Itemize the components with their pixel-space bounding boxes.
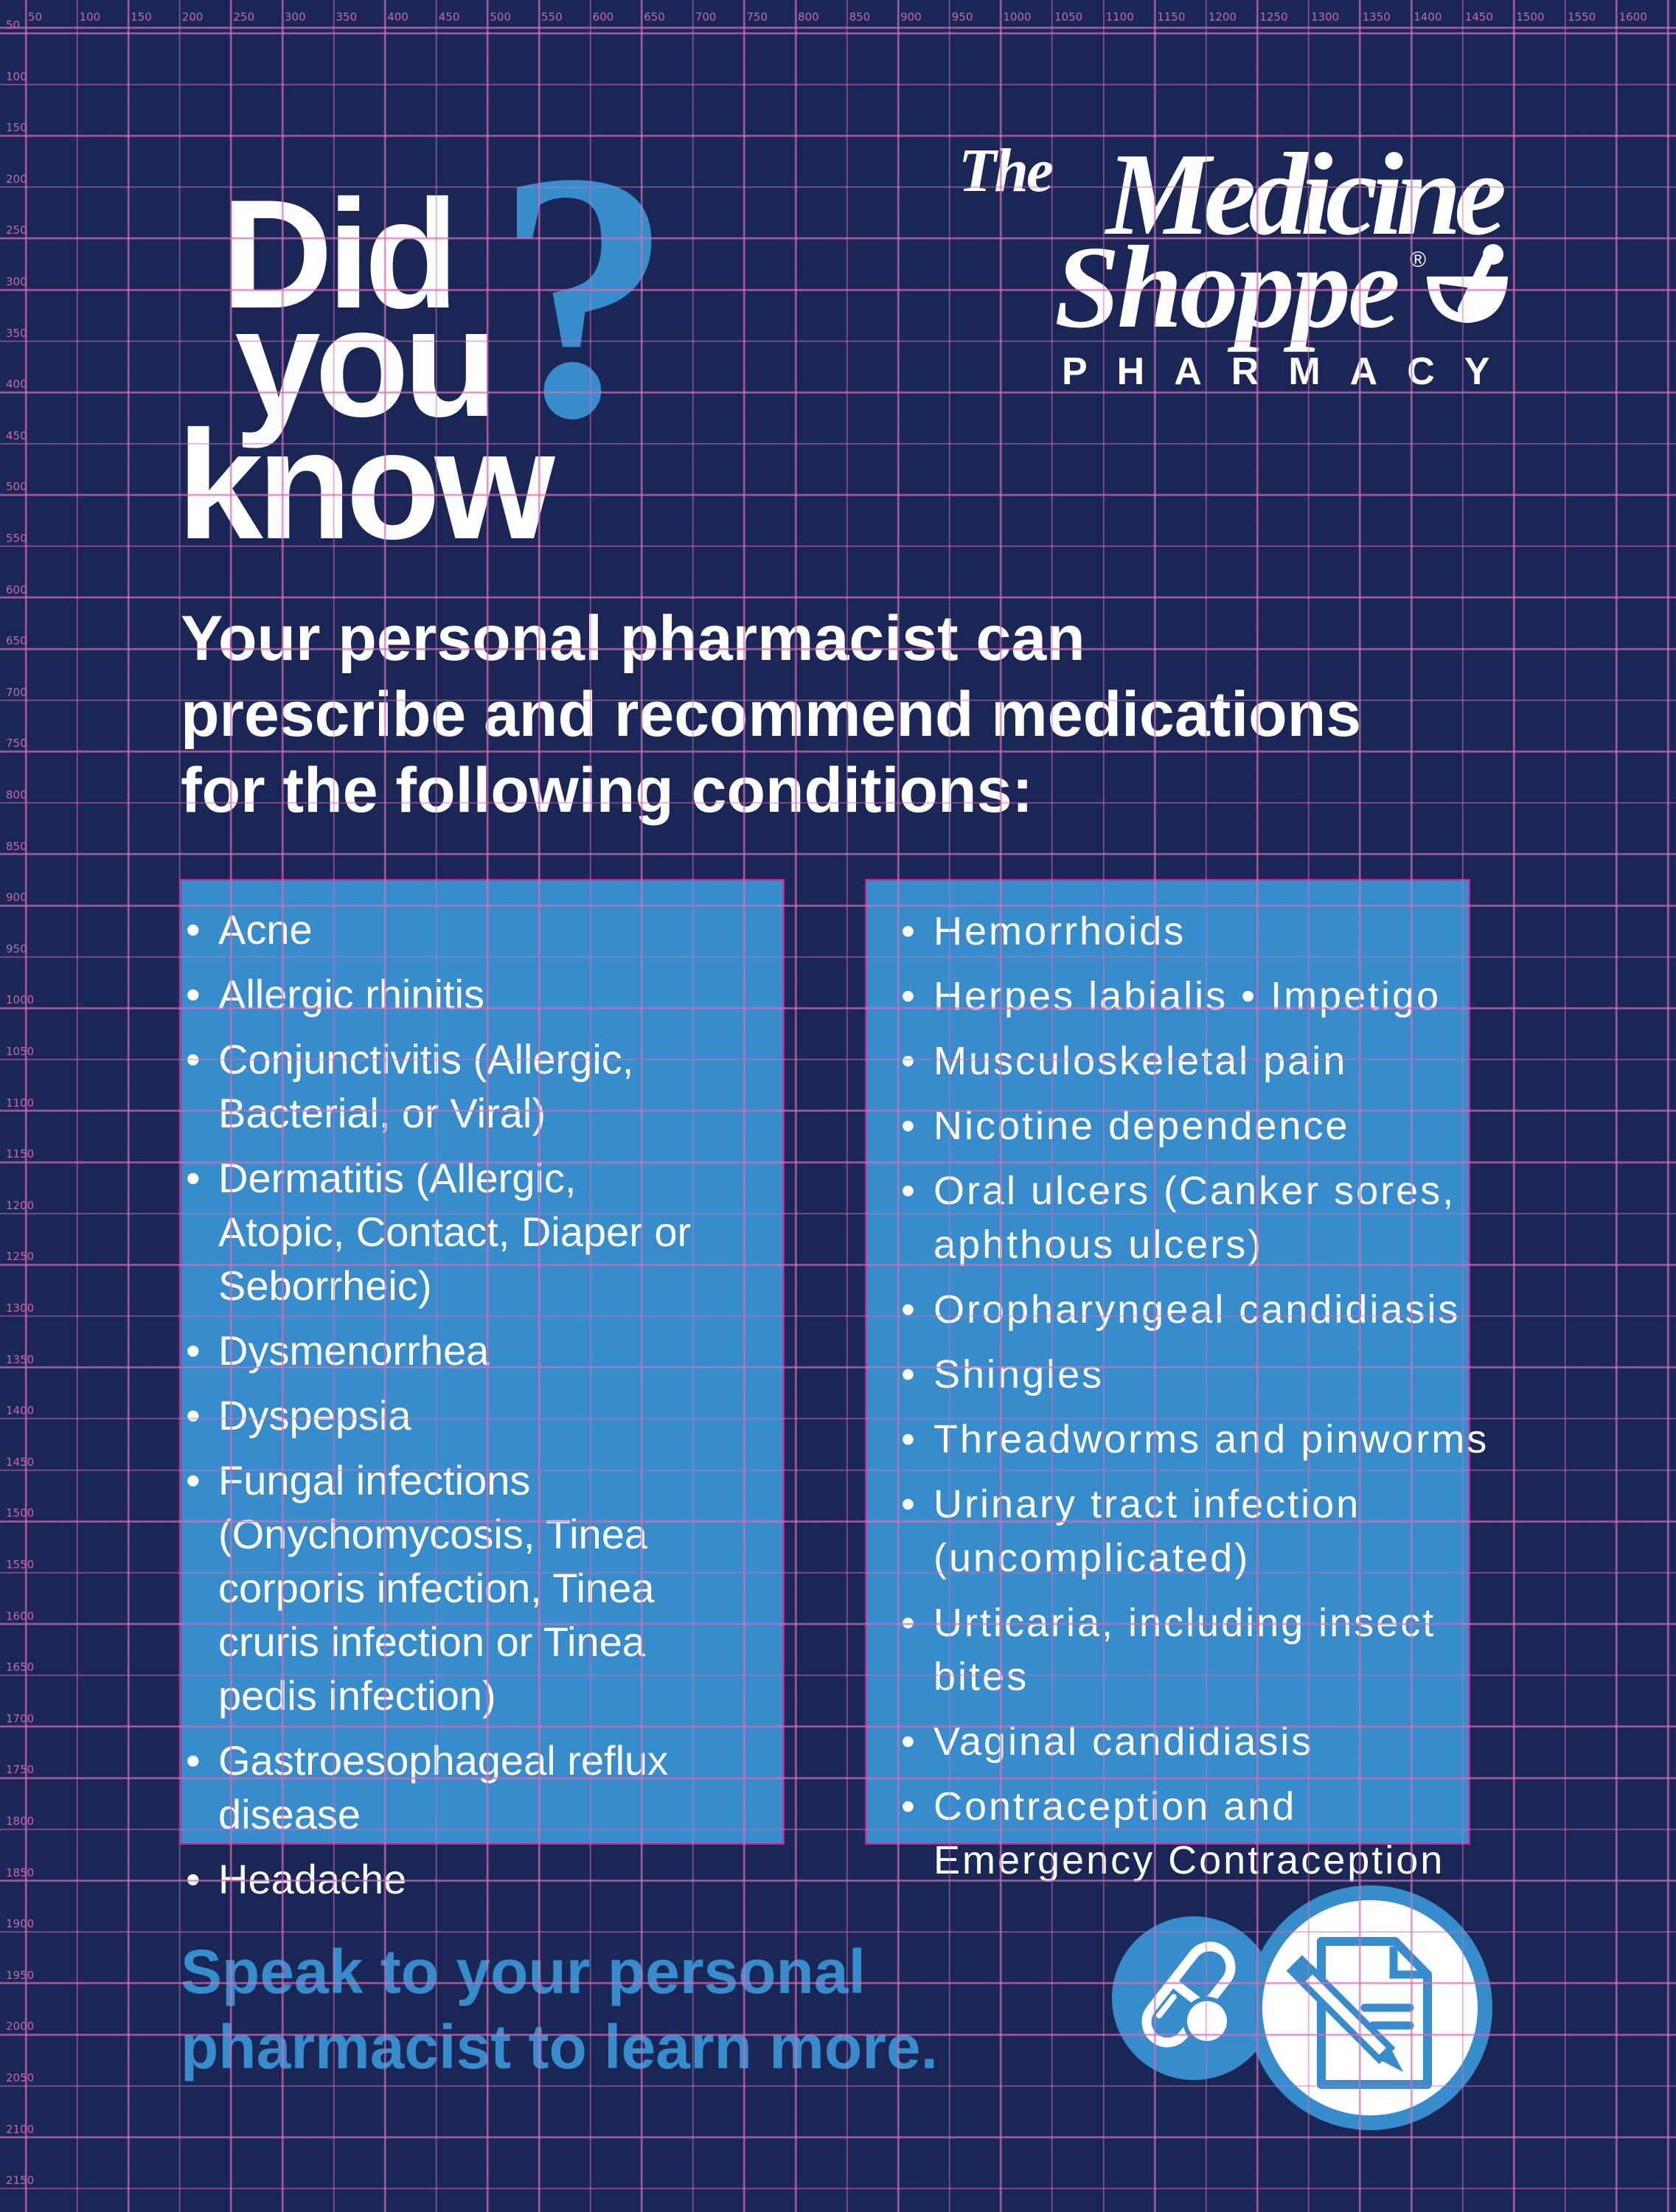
- ruler-label-top: 1100: [1105, 10, 1134, 24]
- ruler-label-top: 1300: [1311, 10, 1340, 24]
- ruler-label-left: 1250: [6, 1250, 35, 1264]
- ruler-label-top: 450: [438, 10, 460, 24]
- ruler-label-left: 2100: [6, 2122, 35, 2136]
- ruler-label-left: 1950: [6, 1968, 35, 1982]
- ruler-label-top: 1350: [1362, 10, 1391, 24]
- ruler-label-left: 1150: [6, 1147, 35, 1161]
- ruler-label-left: 1100: [6, 1096, 35, 1110]
- ruler-label-top: 1600: [1618, 10, 1647, 24]
- ruler-label-left: 900: [6, 891, 27, 905]
- ruler-label-left: 2000: [6, 2020, 35, 2034]
- ruler-label-top: 1400: [1414, 10, 1442, 24]
- ruler-label-left: 1550: [6, 1558, 35, 1571]
- prescription-document-pencil-icon: [1248, 1885, 1492, 2130]
- ruler-label-left: 1850: [6, 1865, 35, 1879]
- ruler-label-top: 150: [131, 10, 152, 24]
- ruler-label-left: 1450: [6, 1455, 35, 1469]
- ruler-label-top: 1550: [1568, 10, 1596, 24]
- ruler-label-top: 850: [849, 10, 871, 24]
- ruler-label-top: 550: [541, 10, 563, 24]
- ruler-label-top: 500: [490, 10, 512, 24]
- ruler-label-left: 1650: [6, 1660, 35, 1674]
- ruler-label-top: 1050: [1054, 10, 1083, 24]
- ruler-label-top: 1000: [1003, 10, 1032, 24]
- ruler-label-left: 1200: [6, 1198, 35, 1212]
- ruler-label-left: 100: [6, 69, 27, 83]
- ruler-label-top: 300: [285, 10, 306, 24]
- ruler-label-top: 350: [335, 10, 358, 24]
- ruler-label-top: 100: [79, 10, 101, 24]
- ruler-label-top: 200: [181, 10, 204, 24]
- ruler-label-left: 750: [6, 737, 27, 751]
- ruler-label-left: 1000: [6, 993, 35, 1007]
- ruler-label-left: 350: [6, 326, 27, 340]
- ruler-label-left: 2050: [6, 2071, 35, 2084]
- ruler-label-left: 1750: [6, 1763, 35, 1777]
- ruler-label-left: 1300: [6, 1301, 35, 1315]
- ruler-label-top: 800: [798, 10, 819, 24]
- ruler-label-left: 650: [6, 634, 27, 648]
- ruler-label-left: 850: [6, 839, 27, 853]
- ruler-label-left: 550: [6, 532, 27, 545]
- ruler-label-left: 50: [6, 18, 21, 32]
- ruler-label-top: 1200: [1208, 10, 1237, 24]
- ruler-label-top: 1250: [1259, 10, 1288, 24]
- ruler-label-left: 600: [6, 582, 27, 597]
- ruler-label-left: 1700: [6, 1711, 35, 1725]
- ruler-label-left: 250: [6, 223, 27, 237]
- ruler-label-left: 2150: [6, 2174, 35, 2188]
- ruler-label-top: 650: [644, 10, 665, 24]
- ruler-label-left: 1800: [6, 1815, 35, 1828]
- ruler-label-left: 400: [6, 378, 27, 392]
- ruler-label-top: 400: [387, 10, 408, 24]
- ruler-label-left: 950: [6, 942, 27, 956]
- ruler-label-top: 1500: [1516, 10, 1545, 24]
- ruler-label-left: 1900: [6, 1917, 35, 1931]
- ruler-label-top: 250: [233, 10, 255, 24]
- ruler-label-top: 750: [746, 10, 768, 24]
- ruler-label-left: 1350: [6, 1352, 35, 1366]
- ruler-label-left: 300: [6, 275, 27, 288]
- ruler-label-left: 800: [6, 788, 27, 801]
- ruler-label-top: 700: [695, 10, 717, 24]
- ruler-label-top: 900: [900, 10, 922, 24]
- ruler-label-top: 950: [951, 10, 973, 24]
- ruler-label-left: 150: [6, 121, 27, 135]
- ruler-label-left: 1400: [6, 1404, 35, 1418]
- ruler-label-left: 450: [6, 428, 27, 442]
- ruler-label-top: 50: [28, 10, 43, 24]
- ruler-label-left: 200: [6, 172, 27, 186]
- ruler-label-top: 1450: [1464, 10, 1493, 24]
- ruler-label-left: 500: [6, 480, 27, 494]
- ruler-label-left: 1600: [6, 1609, 35, 1623]
- ruler-label-left: 700: [6, 685, 27, 699]
- ruler-label-top: 1150: [1157, 10, 1186, 24]
- ruler-label-left: 1050: [6, 1045, 35, 1058]
- ruler-label-left: 1500: [6, 1506, 35, 1520]
- ruler-label-top: 600: [592, 10, 614, 24]
